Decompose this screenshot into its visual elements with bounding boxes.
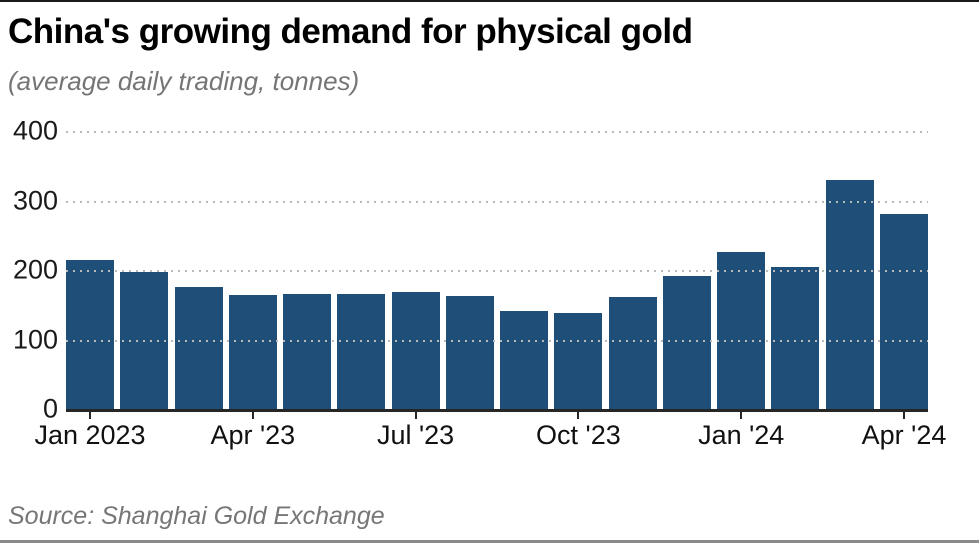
bar-apr-2023 — [228, 295, 277, 409]
x-tick-label-jan-2023: Jan 2023 — [34, 420, 146, 450]
y-tick-label-200: 200 — [12, 254, 58, 285]
x-tick — [903, 412, 905, 419]
bar-dec-2023 — [662, 276, 711, 409]
y-tick-label-400: 400 — [12, 115, 58, 146]
bar-jun-2023 — [337, 294, 386, 409]
bar-oct-2023 — [554, 313, 603, 409]
bar-sep-2023 — [500, 311, 549, 409]
x-tick-label-apr-24: Apr '24 — [861, 420, 947, 450]
x-tick — [577, 412, 580, 419]
x-tick-label-apr-23: Apr '23 — [210, 420, 296, 450]
top-border — [0, 0, 979, 2]
bar-jul-2023 — [391, 292, 440, 409]
bar-mar-2023 — [174, 286, 223, 409]
x-tick — [740, 412, 743, 419]
y-tick-label-0: 0 — [42, 393, 58, 424]
x-tick-label-oct-23: Oct '23 — [536, 420, 621, 450]
gridline-400 — [66, 131, 928, 133]
y-tick-label-100: 100 — [12, 324, 58, 354]
bar-mar-2024 — [825, 179, 874, 409]
source-note: Source: Shanghai Gold Exchange — [8, 502, 385, 530]
bar-may-2023 — [283, 293, 332, 409]
x-tick — [414, 412, 417, 419]
x-tick — [251, 412, 254, 419]
bar-apr-2024 — [879, 214, 928, 409]
bar-jan-2023 — [66, 259, 114, 409]
x-axis: Jan 2023 Apr '23 Jul '23 Oct '23 Jan '24 Apr … — [34, 412, 946, 462]
bar-feb-2024 — [771, 266, 820, 409]
x-tick-label-jan-24: Jan '24 — [698, 420, 785, 450]
x-tick-label-jul-23: Jul '23 — [376, 420, 455, 450]
bar-aug-2023 — [445, 296, 494, 409]
y-axis-labels: 0 100 200 300 400 — [0, 117, 58, 422]
x-tick — [89, 412, 91, 419]
bar-nov-2023 — [608, 297, 657, 409]
chart-title: China's growing demand for physical gold — [8, 12, 693, 51]
plot-area — [66, 131, 928, 412]
bottom-border — [0, 540, 979, 543]
chart-subtitle: (average daily trading, tonnes) — [8, 66, 360, 96]
bar-jan-2024 — [717, 251, 766, 409]
bar-series — [66, 131, 928, 409]
gridline-100 — [66, 339, 928, 342]
y-tick-label-300: 300 — [12, 185, 58, 215]
gridline-200 — [66, 270, 928, 272]
gridline-300 — [66, 200, 928, 203]
